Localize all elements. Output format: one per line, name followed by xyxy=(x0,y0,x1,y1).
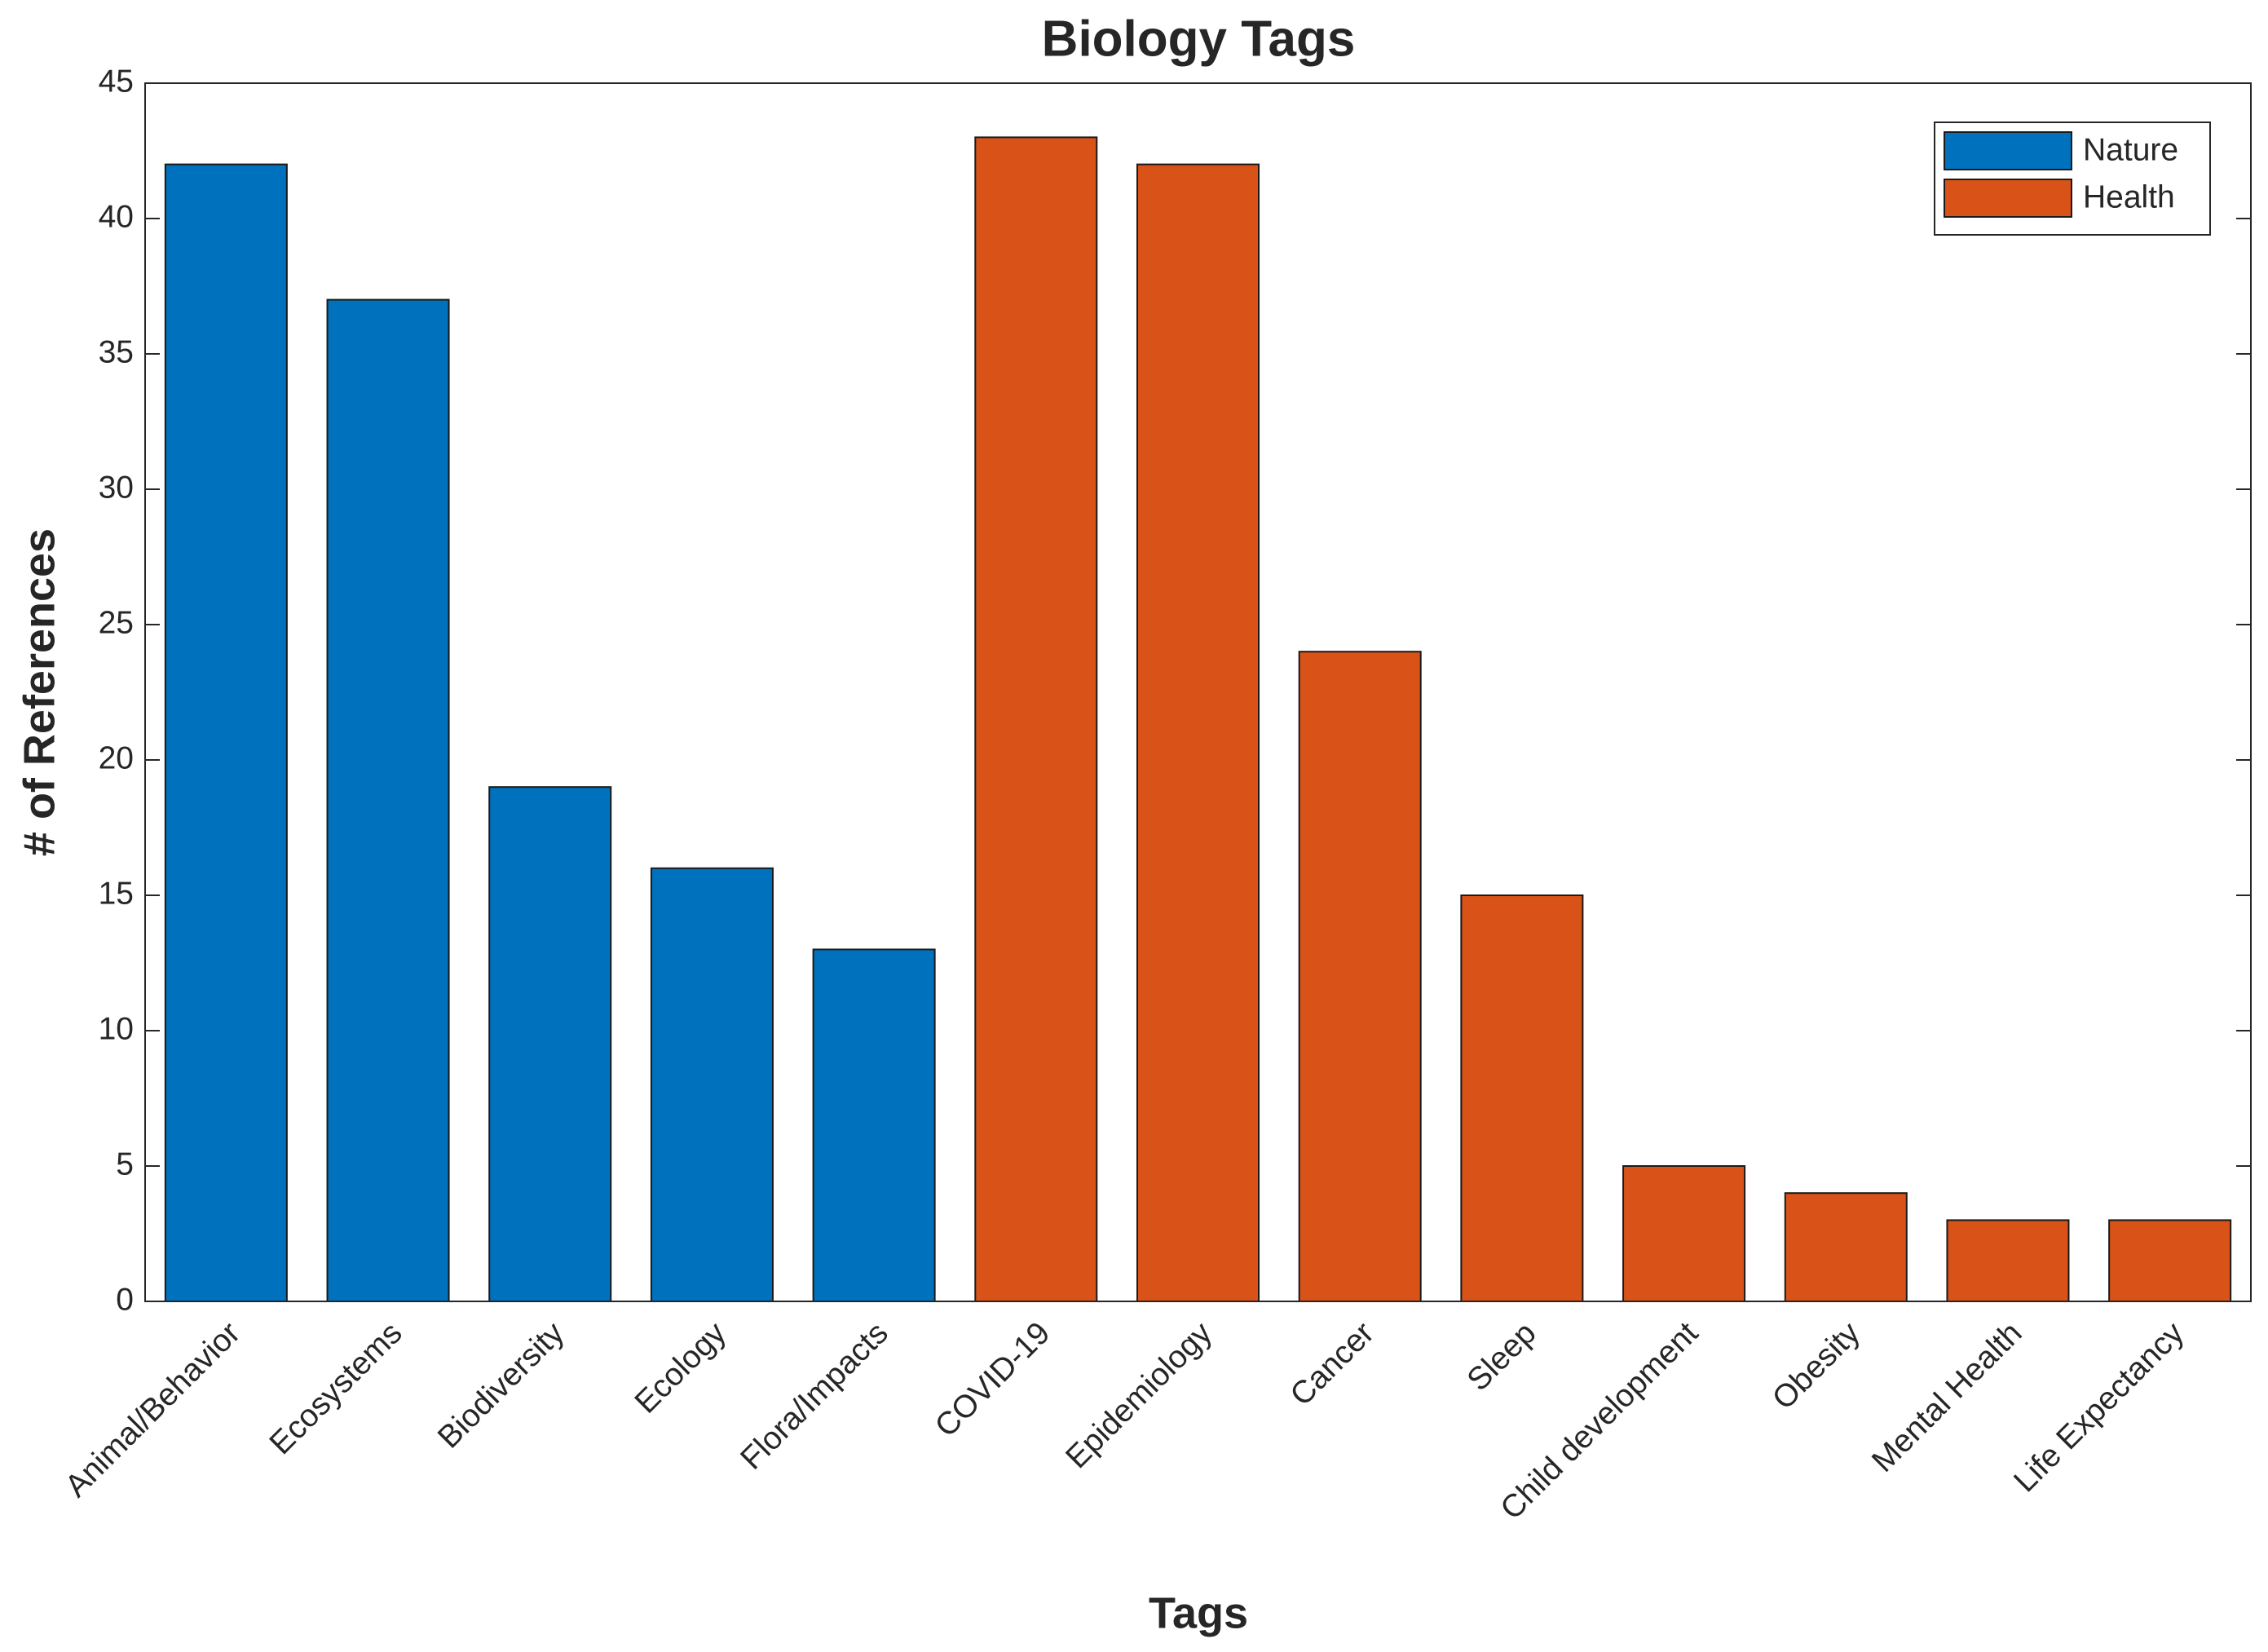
legend-label: Nature xyxy=(2083,132,2178,167)
y-tick-label: 0 xyxy=(116,1282,134,1317)
bar xyxy=(1622,1165,1746,1302)
y-tick-label: 30 xyxy=(99,470,134,505)
y-axis-label: # of References xyxy=(15,528,64,856)
bar xyxy=(1784,1192,1908,1302)
y-tick-label: 20 xyxy=(99,740,134,775)
bar xyxy=(1298,651,1422,1302)
legend-swatch xyxy=(1944,179,2072,218)
bar xyxy=(1946,1219,2070,1303)
x-axis-label: Tags xyxy=(1149,1588,1248,1637)
bar xyxy=(812,948,936,1303)
bar xyxy=(650,867,774,1303)
y-tick-label: 35 xyxy=(99,334,134,369)
legend-label: Health xyxy=(2083,179,2175,214)
bar xyxy=(326,298,450,1303)
y-tick-label: 45 xyxy=(99,64,134,99)
bar xyxy=(974,136,1098,1302)
y-tick-label: 25 xyxy=(99,605,134,640)
legend-swatch xyxy=(1944,131,2072,170)
bar xyxy=(1460,894,1584,1302)
bar xyxy=(488,786,612,1302)
bar xyxy=(1136,163,1260,1303)
y-tick-label: 40 xyxy=(99,199,134,234)
bar xyxy=(2108,1219,2232,1303)
y-tick-label: 15 xyxy=(99,876,134,911)
chart-title: Biology Tags xyxy=(1042,11,1356,67)
plot-frame xyxy=(144,82,2252,1302)
y-tick-label: 5 xyxy=(116,1146,134,1182)
y-tick-label: 10 xyxy=(99,1011,134,1046)
bar xyxy=(164,163,288,1303)
